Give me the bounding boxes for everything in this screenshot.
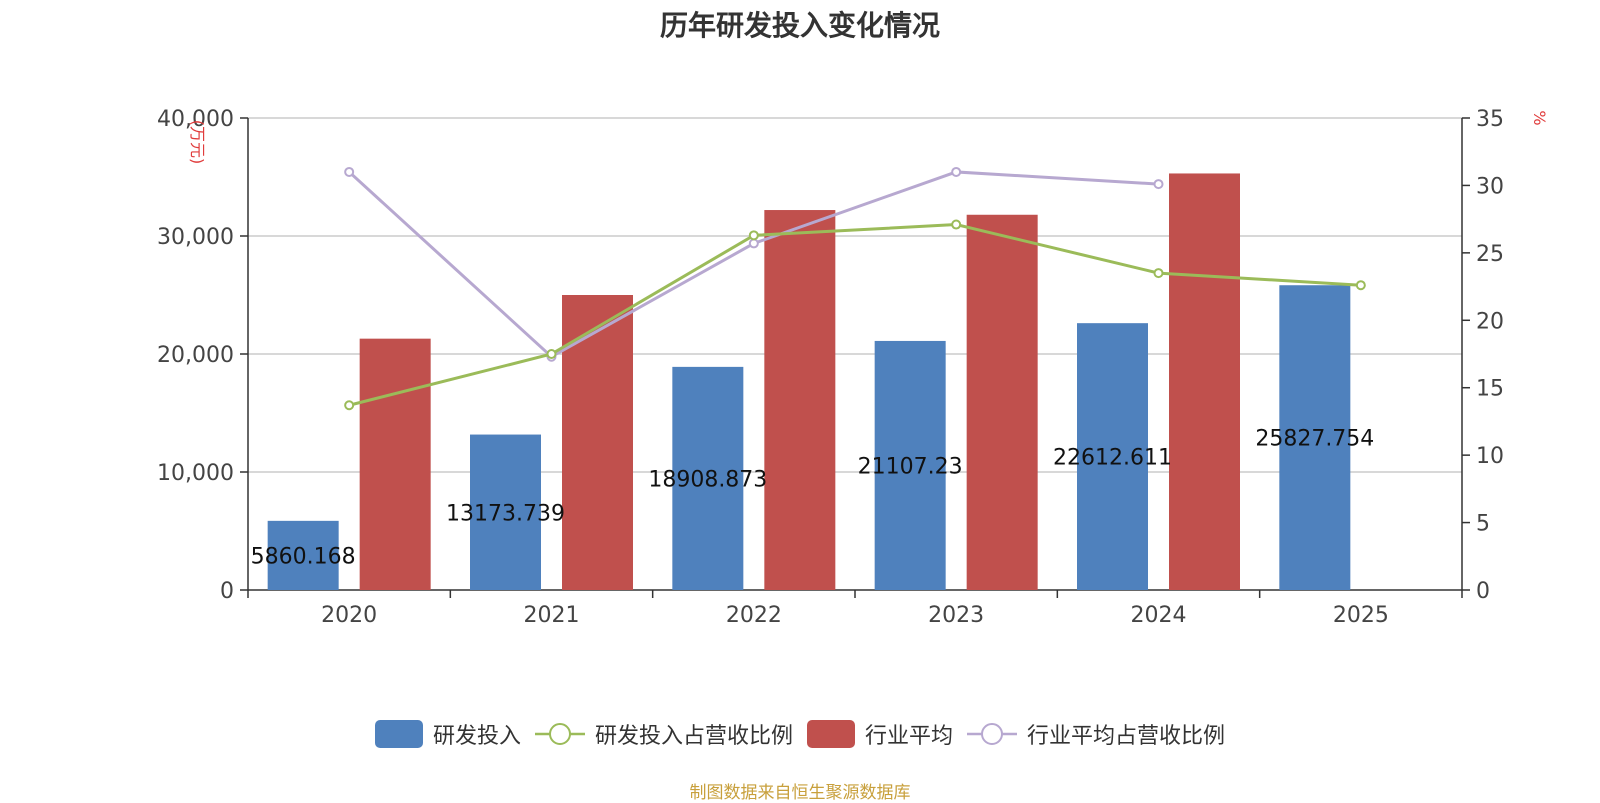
left-axis-tick-label: 40,000 [157, 107, 234, 132]
left-axis-tick-label: 20,000 [157, 343, 234, 368]
line-point [546, 349, 557, 359]
line-rd-ratio [348, 223, 1361, 407]
x-axis-tick-label: 2020 [321, 603, 377, 628]
lines [344, 166, 1366, 411]
bars [267, 173, 1351, 591]
data-labels: 5860.168 13173.739 18908.873 21107.23 22612.… [251, 427, 1375, 570]
right-axis-tick-label: 0 [1476, 579, 1490, 604]
bar-industry-avg [1169, 173, 1240, 590]
x-axis-tick-label: 2022 [726, 603, 782, 628]
bar-data-label: 21107.23 [858, 454, 963, 479]
legend-label: 行业平均 [865, 724, 954, 749]
left-axis-tick-label: 0 [220, 579, 234, 604]
bar-industry-avg [359, 338, 431, 590]
bar-rd-investment [1077, 323, 1148, 590]
legend-swatch-bar [807, 720, 855, 748]
line-point [951, 166, 962, 177]
line-point [951, 219, 962, 230]
line-point [1153, 179, 1164, 190]
chart-title: 历年研发投入变化情况 [659, 9, 940, 42]
line-point [748, 230, 759, 241]
line-point [344, 166, 355, 177]
legend-line-marker-icon [967, 723, 1018, 745]
x-axis-tick-label: 2021 [524, 603, 580, 628]
legend-swatch-bar [374, 720, 423, 748]
right-axis-tick-label: 10 [1476, 444, 1504, 469]
right-axis-tick-label: 30 [1476, 174, 1504, 199]
line-point [748, 238, 759, 249]
legend-label: 行业平均占营收比例 [1027, 724, 1226, 749]
axes: 010,00020,00030,00040,000051015202530352… [157, 107, 1549, 628]
left-axis-tick-label: 30,000 [157, 225, 234, 250]
bar-rd-investment [267, 520, 339, 590]
bar-rd-investment [874, 340, 946, 590]
right-axis-tick-label: 15 [1476, 377, 1504, 402]
bar-data-label: 22612.611 [1053, 446, 1172, 471]
source-note: 制图数据来自恒生聚源数据库 [689, 783, 911, 803]
bar-data-label: 25827.754 [1255, 427, 1374, 452]
bar-industry-avg [966, 214, 1038, 590]
x-axis-tick-label: 2024 [1131, 603, 1187, 628]
right-axis-tick-label: 20 [1476, 309, 1504, 334]
bar-rd-investment [1279, 285, 1351, 590]
right-axis-tick-label: 25 [1476, 242, 1504, 267]
left-axis-unit-label: (万元) [188, 120, 207, 165]
grid-lines [248, 117, 1462, 473]
x-axis-tick-label: 2023 [928, 603, 984, 628]
bar-rd-investment [672, 366, 744, 590]
legend-item-industry-ratio[interactable]: 行业平均占营收比例 [967, 718, 1225, 750]
right-axis-unit-label: % [1530, 110, 1549, 125]
legend-item-industry-avg[interactable]: 行业平均 [807, 718, 953, 750]
bar-data-label: 5860.168 [251, 544, 356, 569]
line-point [344, 400, 355, 411]
right-axis-tick-label: 35 [1476, 107, 1504, 132]
x-axis-tick-label: 2025 [1333, 603, 1389, 628]
bar-industry-avg [562, 295, 633, 590]
bar-data-label: 13173.739 [446, 501, 565, 526]
legend-item-rd-ratio[interactable]: 研发投入占营收比例 [534, 718, 793, 750]
legend-label: 研发投入占营收比例 [594, 724, 793, 749]
bar-rd-investment [470, 434, 541, 590]
bar-data-label: 18908.873 [648, 467, 767, 492]
legend-item-rd-investment[interactable]: 研发投入 [374, 718, 521, 750]
legend-line-marker-icon [534, 723, 585, 745]
line-point [1355, 280, 1366, 291]
legend: 研发投入 研发投入占营收比例 行业平均 行业平均占营收比例 [0, 718, 1600, 750]
line-point [1153, 268, 1164, 279]
left-axis-tick-label: 10,000 [157, 461, 234, 486]
legend-label: 研发投入 [432, 724, 521, 749]
right-axis-tick-label: 5 [1476, 512, 1490, 537]
bar-industry-avg [764, 210, 836, 591]
